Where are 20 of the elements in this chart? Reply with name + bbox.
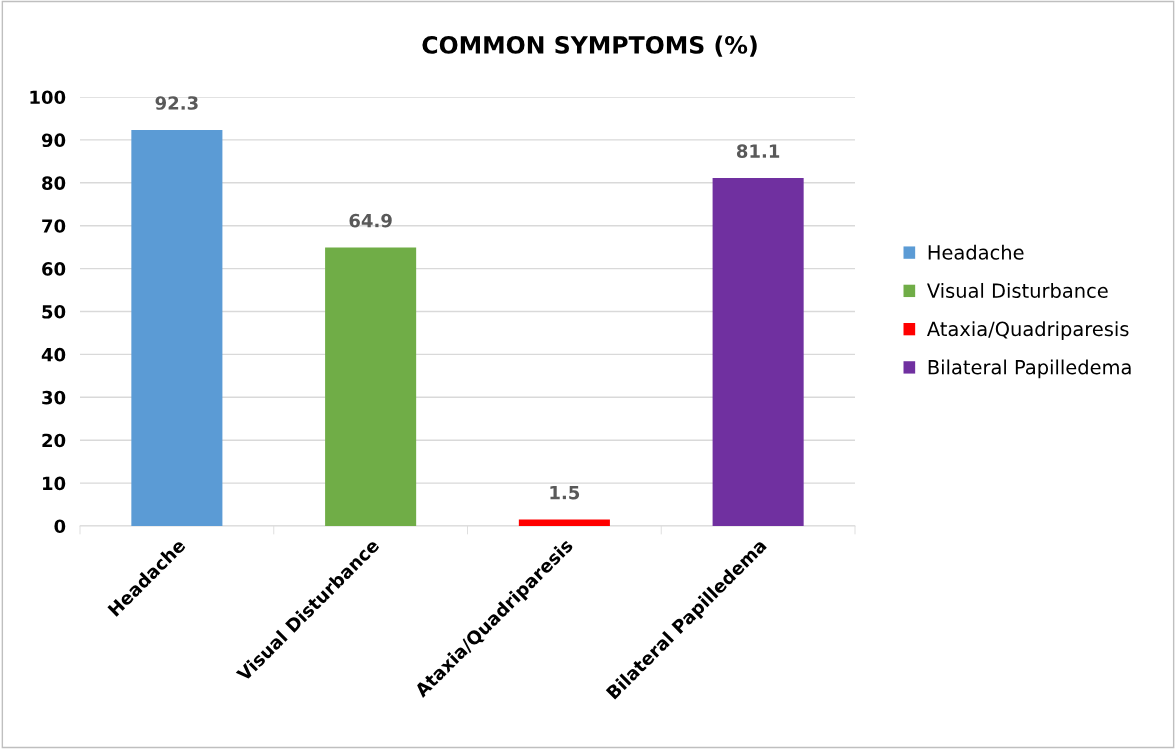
y-tick-label: 60	[42, 262, 66, 276]
legend-label: Visual Disturbance	[926, 282, 1108, 299]
y-tick-label: 100	[30, 90, 66, 105]
y-tick-label: 50	[42, 304, 66, 319]
y-tick-label: 80	[42, 176, 66, 190]
y-tick-label: 10	[43, 476, 66, 491]
y-tick-label: 70	[42, 219, 66, 233]
chart-title: COMMON SYMPTOMS (%)	[422, 35, 757, 57]
data-label: 1.5	[550, 485, 580, 500]
data-label: 64.9	[349, 213, 392, 228]
y-tick-label: 40	[41, 347, 66, 362]
y-tick-label: 30	[42, 390, 66, 405]
y-tick-label: 20	[42, 433, 66, 448]
data-label: 81.1	[736, 144, 780, 158]
legend-label: Headache	[928, 244, 1024, 260]
y-tick-label: 90	[41, 133, 66, 148]
y-tick-label: 0	[54, 519, 66, 534]
legend-label: Ataxia/Quadriparesis	[926, 321, 1129, 341]
legend-label: Bilateral Papilledema	[928, 359, 1131, 379]
data-label: 92.3	[155, 96, 198, 110]
